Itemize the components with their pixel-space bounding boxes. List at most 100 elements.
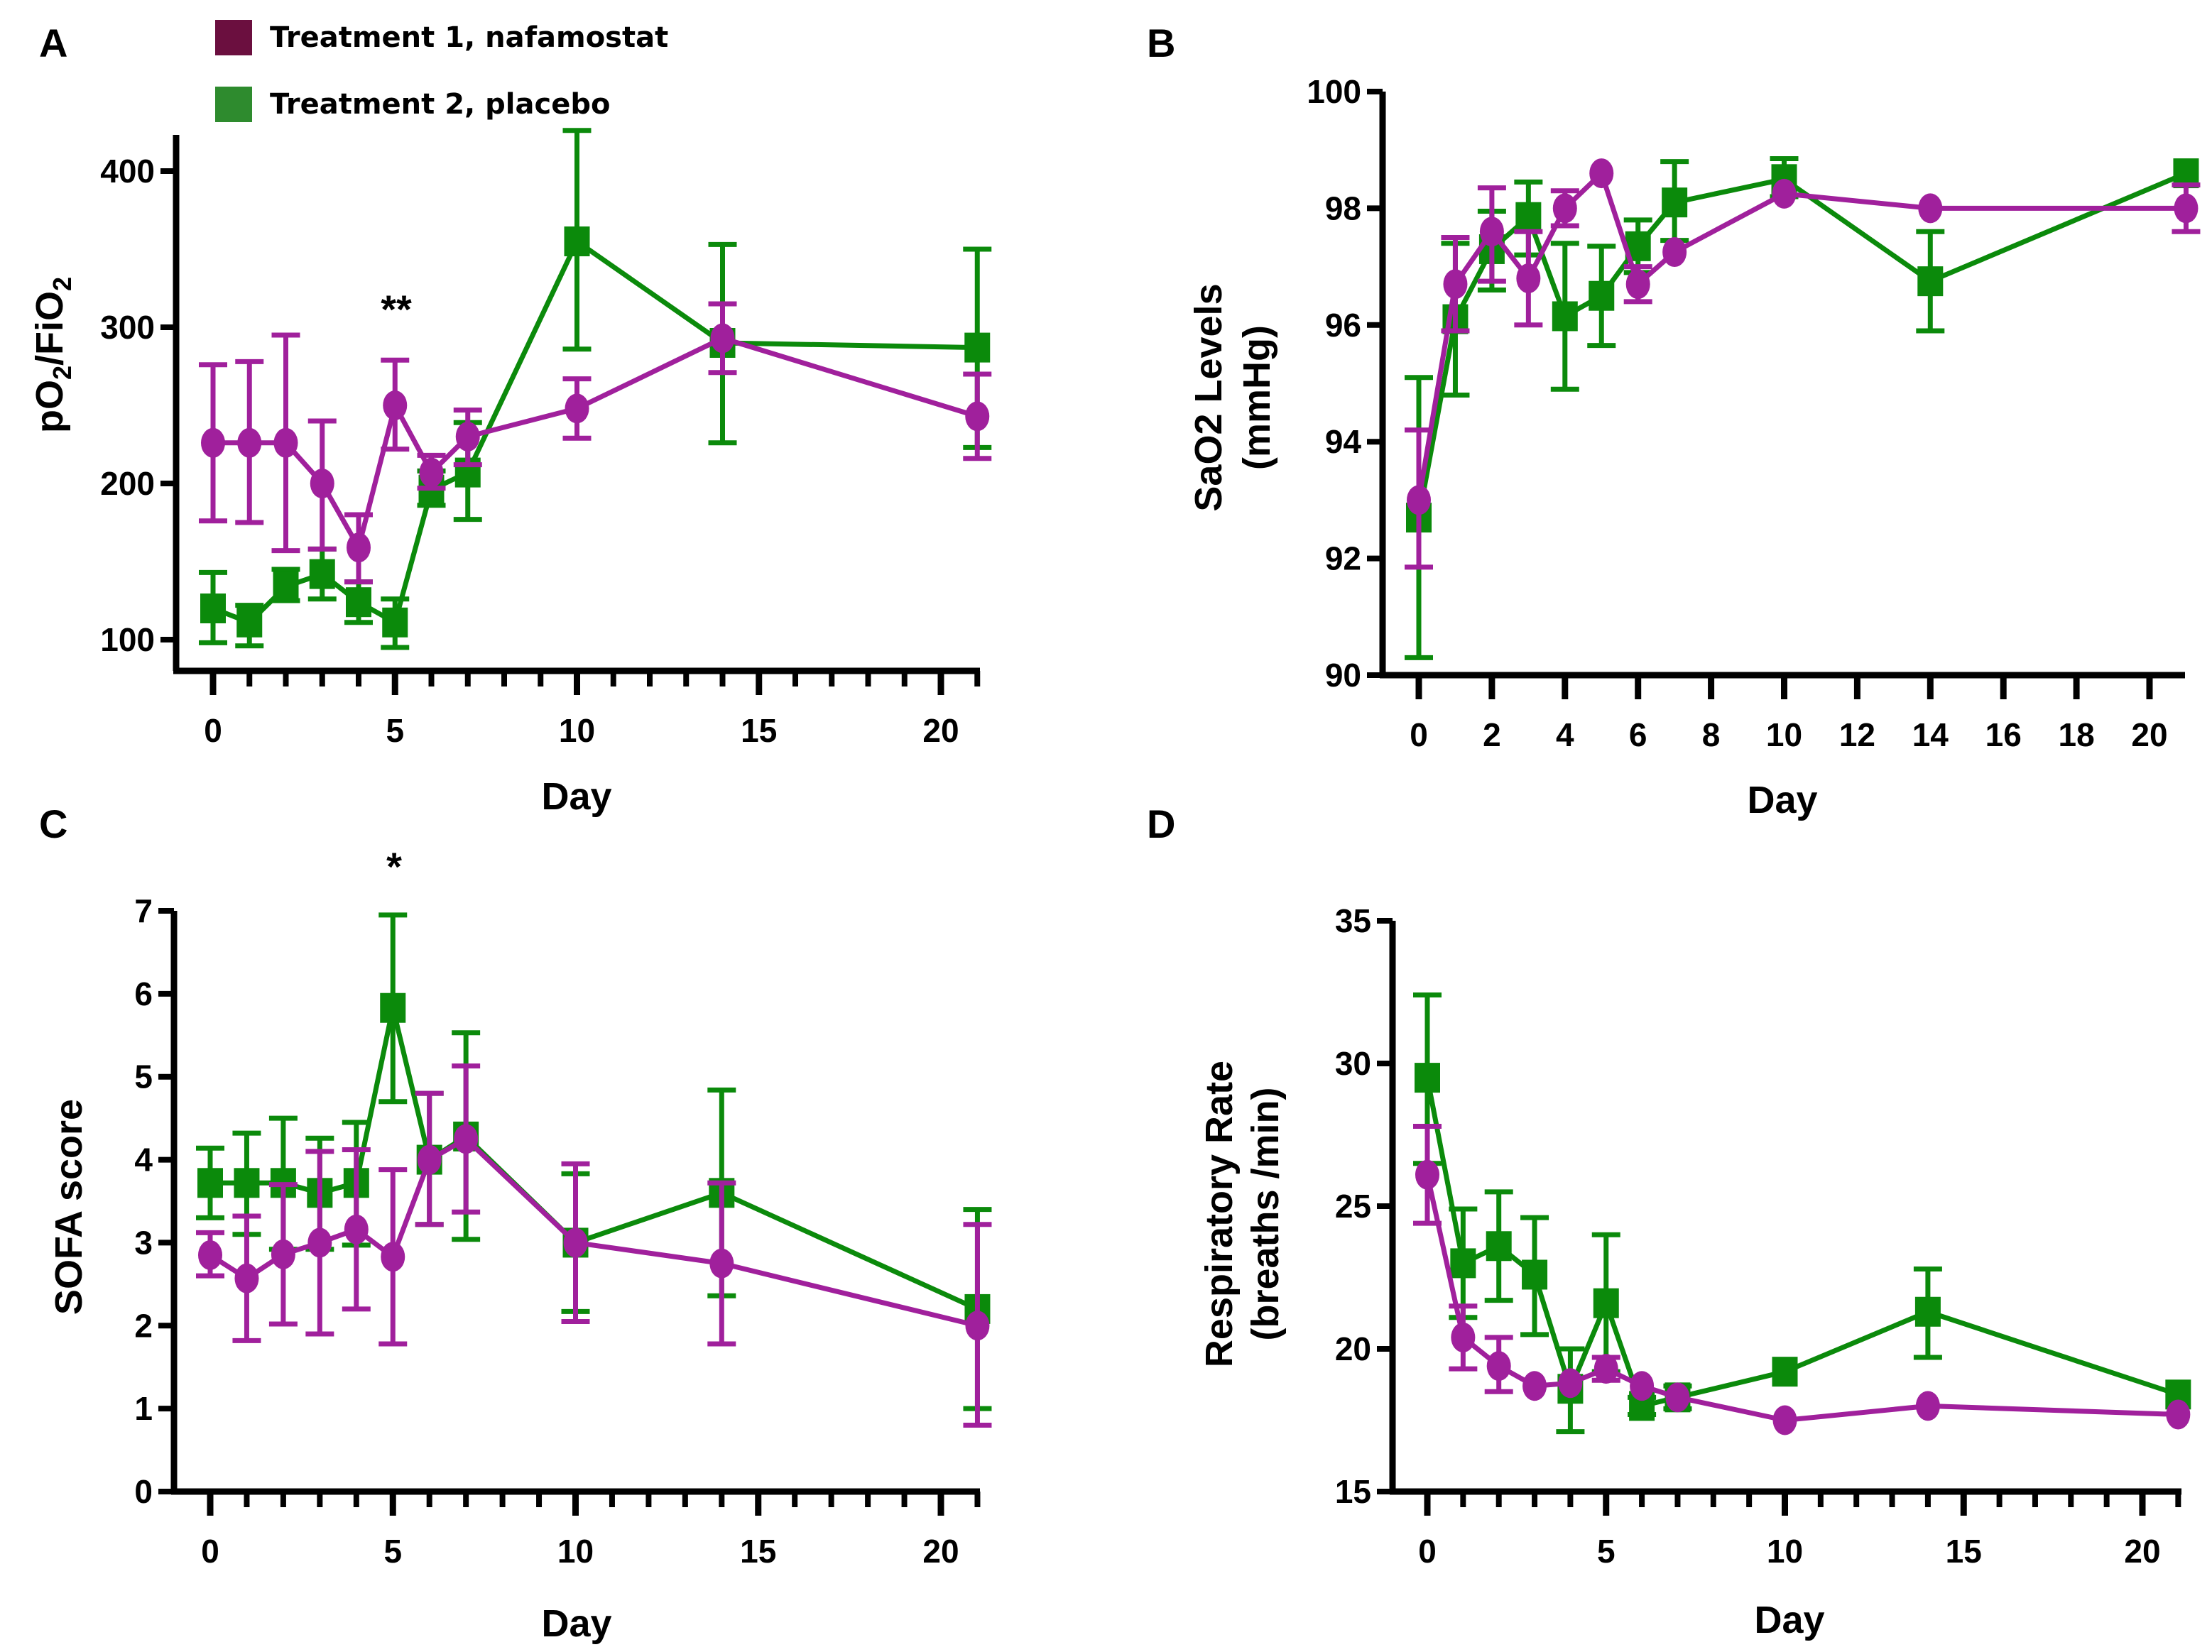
data-point-nafamostat-d <box>2166 1399 2191 1430</box>
data-point-nafamostat-d <box>1558 1368 1583 1399</box>
x-tick-label-b: 16 <box>1985 716 2022 753</box>
data-point-placebo-d <box>1593 1288 1619 1318</box>
data-point-nafamostat-c <box>198 1240 222 1270</box>
data-point-nafamostat-b <box>1625 269 1650 300</box>
legend-swatch-nafamostat <box>215 20 252 55</box>
series-line-placebo-c <box>210 1005 979 1312</box>
data-point-nafamostat-c <box>381 1242 405 1272</box>
data-point-nafamostat-b <box>1662 237 1687 268</box>
data-point-nafamostat-d <box>1665 1382 1690 1413</box>
y-axis-title-a: pO2/FiO2 <box>28 277 77 433</box>
data-point-placebo-c <box>234 1168 260 1198</box>
plot-c: 0 1 2 3 4 5 6 7 0 5 10 15 20 <box>134 892 992 1570</box>
data-point-nafamostat-c <box>344 1214 369 1245</box>
legend: Treatment 1, nafamostat Treatment 2, pla… <box>215 20 668 122</box>
y-tick-label-b: 96 <box>1325 307 1361 344</box>
data-point-nafamostat-c <box>709 1248 734 1279</box>
x-tick-label-a: 20 <box>922 712 959 749</box>
data-point-placebo-b <box>1589 280 1615 311</box>
data-point-nafamostat-c <box>417 1144 442 1175</box>
y-tick-label-c: 1 <box>134 1390 153 1427</box>
data-point-nafamostat-b <box>1407 485 1431 515</box>
panel-letter-a: A <box>39 21 67 65</box>
data-point-nafamostat-a <box>237 427 262 458</box>
data-point-nafamostat-d <box>1772 1405 1797 1435</box>
data-point-placebo-d <box>1486 1231 1512 1262</box>
plot-d: 15 20 25 30 35 0 5 10 15 20 <box>1335 902 2191 1570</box>
x-tick-label-b: 6 <box>1629 716 1647 753</box>
x-tick-label-b: 20 <box>2131 716 2167 753</box>
data-point-placebo-b <box>1552 301 1578 332</box>
y-tick-label-a: 400 <box>100 153 155 190</box>
x-tick-label-b: 14 <box>1912 716 1949 753</box>
data-point-nafamostat-a <box>383 390 408 420</box>
x-tick-label-d: 0 <box>1418 1533 1437 1570</box>
data-point-placebo-a <box>309 559 335 589</box>
plot-b: 90 92 94 96 98 100 0 2 4 6 8 10 12 14 16 18 20 <box>1307 73 2201 753</box>
data-point-nafamostat-a <box>201 427 225 458</box>
x-tick-label-d: 20 <box>2124 1533 2160 1570</box>
data-point-nafamostat-d <box>1915 1391 1940 1421</box>
y-tick-label-c: 5 <box>134 1059 153 1095</box>
data-point-placebo-b <box>1662 187 1688 218</box>
data-point-nafamostat-c <box>234 1263 259 1293</box>
series-line-placebo-d <box>1424 1077 2179 1408</box>
y-axis-title-d-line2: (breaths /min) <box>1244 1087 1287 1340</box>
data-point-placebo-d <box>1914 1296 1941 1327</box>
x-axis-title-c: Day <box>541 1602 611 1645</box>
legend-label-nafamostat: Treatment 1, nafamostat <box>270 21 668 54</box>
x-axis-title-a: Day <box>541 775 611 818</box>
y-tick-label-b: 90 <box>1325 657 1361 694</box>
data-point-nafamostat-d <box>1630 1371 1655 1401</box>
data-point-placebo-a <box>200 593 226 623</box>
panel-letter-c: C <box>39 802 67 846</box>
data-point-nafamostat-b <box>1918 193 1943 224</box>
data-point-nafamostat-d <box>1522 1371 1547 1401</box>
data-point-nafamostat-a <box>310 469 334 498</box>
y-tick-label-b: 100 <box>1307 73 1361 110</box>
data-point-nafamostat-a <box>965 401 990 432</box>
data-point-nafamostat-c <box>271 1239 295 1269</box>
x-tick-label-a: 15 <box>741 712 777 749</box>
data-point-placebo-c <box>380 992 406 1023</box>
x-tick-label-b: 10 <box>1766 716 1802 753</box>
x-tick-label-a: 10 <box>559 712 595 749</box>
y-axis-title-b-line2: (mmHg) <box>1236 325 1278 470</box>
x-tick-label-b: 0 <box>1410 716 1428 753</box>
x-tick-label-d: 10 <box>1767 1533 1803 1570</box>
y-tick-label-d: 25 <box>1335 1188 1371 1225</box>
x-tick-label-c: 20 <box>922 1533 959 1570</box>
x-tick-label-c: 10 <box>557 1533 594 1570</box>
data-point-placebo-d <box>1522 1259 1548 1290</box>
data-point-nafamostat-a <box>565 393 589 424</box>
x-tick-label-d: 15 <box>1946 1533 1982 1570</box>
x-tick-label-b: 8 <box>1702 716 1721 753</box>
y-tick-label-d: 15 <box>1335 1473 1371 1510</box>
data-point-nafamostat-d <box>1415 1159 1439 1190</box>
data-point-nafamostat-c <box>454 1124 479 1154</box>
x-tick-label-a: 5 <box>386 712 404 749</box>
data-point-nafamostat-c <box>965 1311 990 1341</box>
data-point-nafamostat-b <box>1772 178 1797 209</box>
x-tick-label-b: 18 <box>2059 716 2095 753</box>
x-tick-label-b: 4 <box>1556 716 1574 753</box>
data-point-nafamostat-c <box>307 1227 332 1258</box>
data-point-placebo-d <box>1415 1063 1440 1093</box>
x-axis-title-b: Day <box>1747 779 1817 821</box>
plot-a: 100 200 300 400 0 5 10 15 20 <box>100 128 992 749</box>
y-axis-title-c: SOFA score <box>48 1099 90 1315</box>
y-tick-label-c: 0 <box>134 1473 153 1510</box>
x-tick-label-c: 5 <box>383 1533 402 1570</box>
y-tick-label-b: 94 <box>1325 423 1362 460</box>
data-point-placebo-a <box>236 607 263 638</box>
y-tick-label-d: 30 <box>1335 1045 1371 1082</box>
y-tick-label-b: 98 <box>1325 190 1361 226</box>
data-point-nafamostat-a <box>710 323 735 354</box>
x-tick-label-c: 15 <box>740 1533 776 1570</box>
significance-marker-a: ** <box>381 287 412 332</box>
y-tick-label-c: 4 <box>134 1142 153 1178</box>
y-tick-label-c: 7 <box>134 892 153 929</box>
y-tick-label-a: 200 <box>100 465 155 502</box>
data-point-nafamostat-b <box>2174 193 2199 224</box>
